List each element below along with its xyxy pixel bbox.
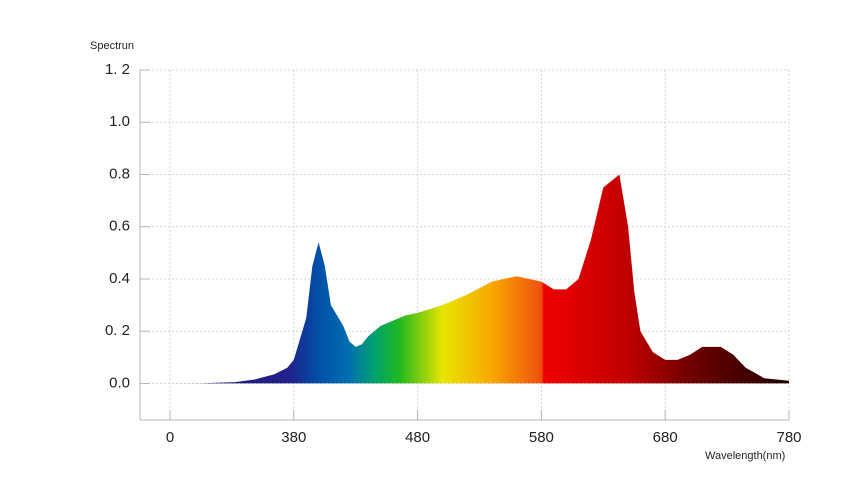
- y-axis-title: Spectrun: [90, 40, 134, 52]
- y-tick-label: 0. 2: [105, 322, 130, 339]
- y-tick-label: 1.0: [109, 113, 130, 130]
- x-tick-label: 380: [281, 429, 306, 446]
- y-tick-label: 1. 2: [105, 61, 130, 78]
- x-tick-label: 680: [653, 429, 678, 446]
- y-tick-label: 0.4: [109, 270, 130, 287]
- y-tick-label: 0.6: [109, 218, 130, 235]
- y-tick-label: 0.8: [109, 165, 130, 182]
- x-tick-label: 480: [405, 429, 430, 446]
- y-tick-label: 0.0: [109, 374, 130, 391]
- spectrum-area: [170, 174, 789, 384]
- x-tick-label: 580: [529, 429, 554, 446]
- x-tick-label: 0: [166, 429, 174, 446]
- x-tick-label: 780: [776, 429, 801, 446]
- x-axis-title: Wavelength(nm): [705, 450, 785, 462]
